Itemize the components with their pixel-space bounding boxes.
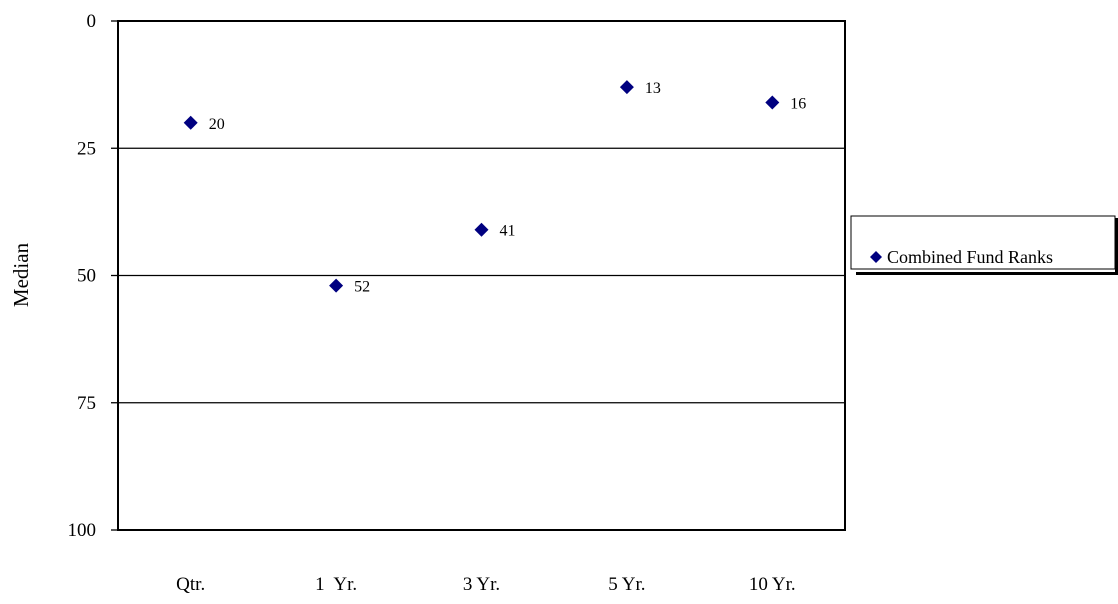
data-point-3 bbox=[619, 80, 634, 95]
x-tick-label-0: Qtr. bbox=[176, 574, 205, 595]
x-tick-label-3: 5 Yr. bbox=[608, 574, 645, 595]
data-label-4: 16 bbox=[790, 95, 806, 112]
legend: Combined Fund Ranks bbox=[850, 215, 1118, 275]
data-point-4 bbox=[765, 95, 780, 110]
x-tick-label-2: 3 Yr. bbox=[463, 574, 500, 595]
data-label-3: 13 bbox=[645, 80, 661, 97]
gridlines bbox=[118, 147, 845, 404]
y-tick-label-1: 25 bbox=[77, 138, 96, 159]
data-labels: 20 52 41 13 16 bbox=[209, 80, 807, 296]
data-point-1 bbox=[329, 278, 344, 293]
data-label-2: 41 bbox=[500, 223, 516, 240]
y-tick-label-0: 0 bbox=[87, 11, 97, 32]
y-axis-tick-labels: 0 25 50 75 100 bbox=[68, 11, 97, 541]
data-points bbox=[183, 80, 780, 293]
data-point-0 bbox=[183, 115, 198, 130]
data-label-1: 52 bbox=[354, 279, 370, 296]
data-label-0: 20 bbox=[209, 116, 225, 133]
x-axis-tick-labels: Qtr. 1 Yr. 3 Yr. 5 Yr. 10 Yr. bbox=[176, 574, 796, 595]
x-tick-label-1: 1 Yr. bbox=[315, 574, 357, 595]
y-axis-title: Median bbox=[9, 242, 33, 307]
x-tick-label-4: 10 Yr. bbox=[749, 574, 796, 595]
legend-marker-diamond-icon bbox=[870, 251, 882, 263]
y-tick-label-3: 75 bbox=[77, 393, 96, 414]
y-tick-label-4: 100 bbox=[68, 520, 97, 541]
y-tick-label-2: 50 bbox=[77, 266, 96, 287]
y-axis-ticks bbox=[111, 20, 118, 531]
data-point-2 bbox=[474, 222, 489, 237]
legend-label: Combined Fund Ranks bbox=[887, 247, 1053, 267]
